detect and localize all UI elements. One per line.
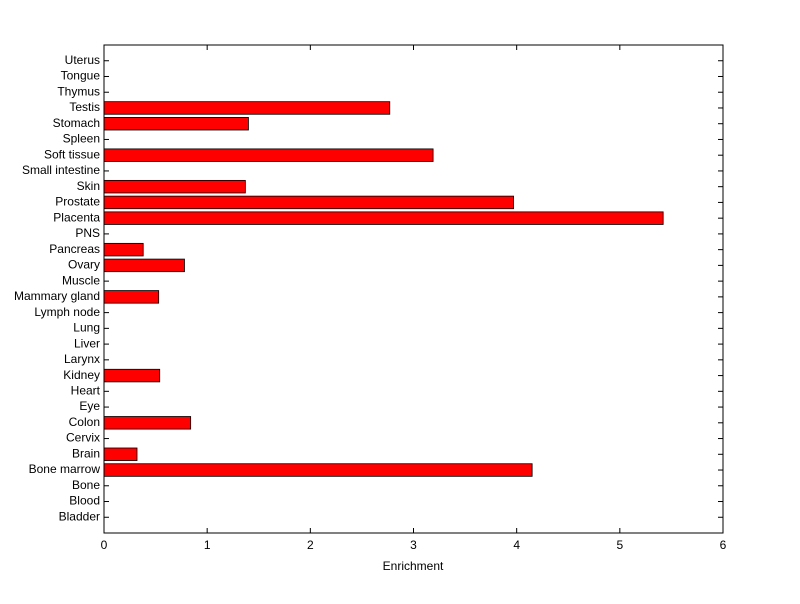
y-tick-label: Skin [77, 179, 100, 193]
bar [103, 290, 160, 304]
y-tick-label: Small intestine [22, 163, 100, 177]
bar [103, 179, 246, 194]
y-tick-label: Eye [79, 399, 100, 413]
y-tick-label: Brain [72, 446, 100, 460]
y-tick-label: Heart [71, 383, 101, 397]
y-tick-label: Thymus [57, 84, 100, 98]
y-tick-label: Ovary [68, 258, 100, 272]
y-tick-label: Uterus [65, 53, 100, 67]
x-tick-label: 3 [410, 538, 417, 552]
bar [103, 242, 144, 257]
bar [103, 195, 514, 210]
x-tick-label: 6 [720, 538, 727, 552]
y-tick-label: Bone marrow [29, 462, 101, 476]
x-tick-label: 5 [616, 538, 623, 552]
x-tick-label: 4 [513, 538, 520, 552]
bar [103, 101, 391, 115]
y-tick-label: Larynx [64, 352, 100, 366]
y-tick-label: Testis [69, 100, 100, 114]
y-tick-label: Lymph node [34, 305, 100, 319]
y-tick-label: Stomach [53, 116, 100, 130]
y-tick-label: Soft tissue [44, 147, 100, 161]
bar [103, 447, 138, 461]
bar [103, 211, 664, 225]
bar [103, 117, 249, 131]
bar [103, 368, 161, 383]
y-tick-label: Bone [72, 478, 100, 492]
bar [103, 416, 192, 430]
y-tick-label: Muscle [62, 273, 100, 287]
y-tick-label: Kidney [63, 368, 100, 382]
y-tick-label: Placenta [53, 210, 100, 224]
y-tick-label: Colon [69, 415, 100, 429]
y-tick-label: Prostate [55, 195, 100, 209]
y-tick-label: Lung [73, 321, 100, 335]
axes-frame [103, 44, 724, 534]
y-tick-label: Pancreas [49, 242, 100, 256]
y-tick-label: Cervix [66, 431, 100, 445]
bar [103, 258, 185, 273]
y-tick-label: Blood [69, 494, 100, 508]
y-tick-label: Tongue [61, 69, 101, 83]
y-tick-label: Spleen [63, 132, 100, 146]
bar [103, 148, 434, 162]
y-tick-label: PNS [75, 226, 100, 240]
bar [103, 463, 533, 477]
y-tick-label: Mammary gland [14, 289, 100, 303]
x-tick-label: 2 [307, 538, 314, 552]
x-tick-label: 0 [101, 538, 108, 552]
y-tick-label: Bladder [59, 509, 100, 523]
y-tick-label: Liver [74, 336, 100, 350]
x-tick-label: 1 [204, 538, 211, 552]
x-axis-label: Enrichment [383, 559, 444, 573]
